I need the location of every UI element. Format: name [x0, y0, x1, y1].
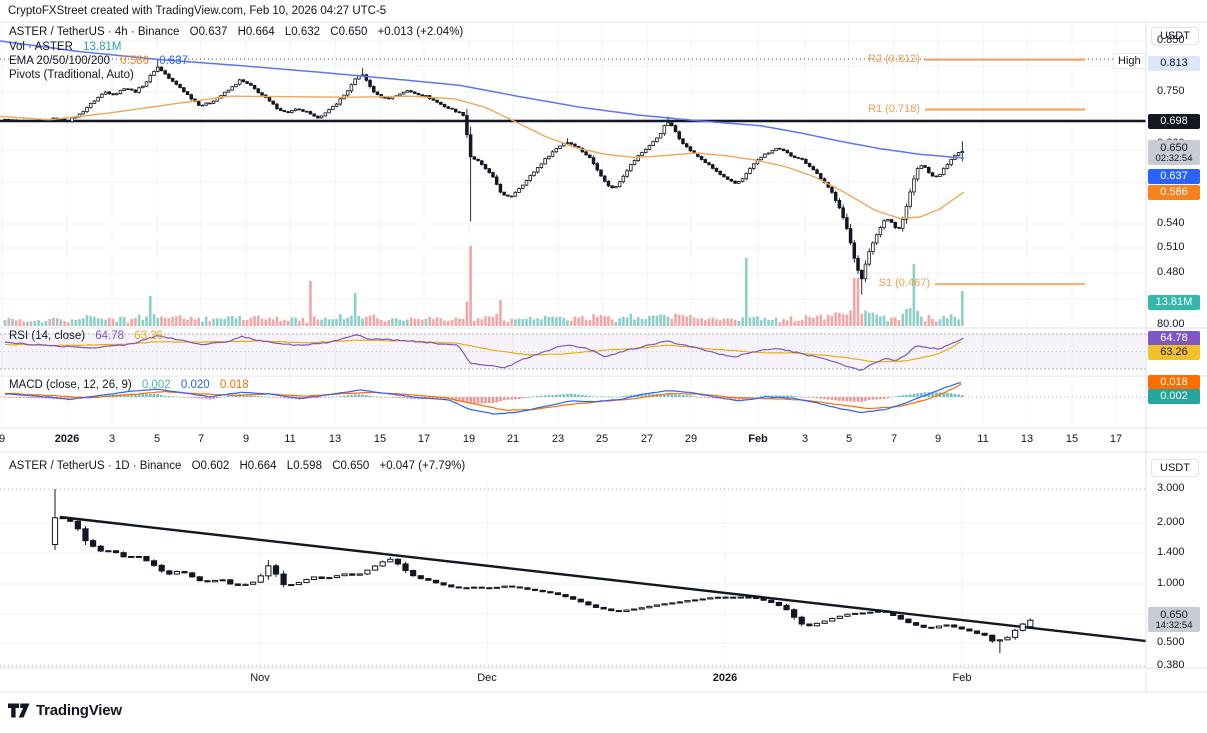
- daily-ohlc-close: C0.650: [332, 460, 370, 472]
- macd-label: MACD (close, 12, 26, 9): [9, 379, 132, 391]
- time-tick: 21: [506, 433, 520, 445]
- price-badge: 0.586: [1148, 184, 1200, 200]
- time-tick: Feb: [952, 672, 972, 684]
- time-tick: 25: [595, 433, 609, 445]
- high-marker-chip: High: [1113, 53, 1146, 69]
- time-tick: 13: [328, 433, 342, 445]
- countdown-timer: 02:32:54: [1155, 152, 1193, 164]
- price-tick: 80.00: [1157, 318, 1185, 330]
- daily-ohlc-open: O0.602: [191, 460, 230, 472]
- pivots-label: Pivots (Traditional, Auto): [9, 69, 134, 81]
- daily-chart-legend-row[interactable]: ASTER / TetherUS · 1D · Binance O0.602 H…: [9, 460, 472, 472]
- pivots-legend-row[interactable]: Pivots (Traditional, Auto): [9, 69, 141, 81]
- time-tick: 2026: [712, 672, 738, 684]
- time-tick: 15: [373, 433, 387, 445]
- price-tick: 3.000: [1157, 482, 1185, 494]
- daily-ohlc-low: L0.598: [286, 460, 322, 472]
- time-tick: 23: [551, 433, 565, 445]
- time-tick: 7: [197, 433, 205, 445]
- volume-legend-row[interactable]: Vol · ASTER 13.81M: [9, 41, 128, 53]
- symbol-title: ASTER / TetherUS · 4h · Binance: [9, 26, 180, 38]
- time-tick: 15: [1065, 433, 1079, 445]
- price-tick: 2.000: [1157, 516, 1185, 528]
- time-tick: Feb: [748, 433, 768, 445]
- time-tick: 3: [801, 433, 809, 445]
- tradingview-logo-icon: [8, 703, 30, 718]
- price-badge: 0.650 02:32:54: [1148, 140, 1200, 165]
- main-chart-legend-row[interactable]: ASTER / TetherUS · 4h · Binance O0.637 H…: [9, 26, 470, 38]
- price-tick: 1.000: [1157, 577, 1185, 589]
- time-tick: 7: [890, 433, 898, 445]
- price-tick: 0.750: [1157, 85, 1185, 97]
- pivot-s1-label: S1 (0.467): [878, 277, 930, 289]
- tradingview-logo[interactable]: TradingView: [8, 702, 122, 719]
- time-tick: 5: [153, 433, 161, 445]
- time-tick: 11: [284, 433, 296, 445]
- time-tick: 3: [108, 433, 116, 445]
- rsi-ma-value: 63.26: [134, 330, 164, 342]
- time-tick: 29: [684, 433, 698, 445]
- macd-legend-row[interactable]: MACD (close, 12, 26, 9) 0.002 0.020 0.01…: [9, 379, 256, 391]
- tradingview-logo-text: TradingView: [36, 702, 122, 719]
- time-tick: 9: [242, 433, 250, 445]
- ema-value-blue: 0.637: [159, 55, 188, 67]
- ema-value-orange: 0.586: [120, 55, 150, 67]
- price-tick: 0.480: [1157, 266, 1185, 278]
- currency-button-main[interactable]: USDT: [1151, 27, 1199, 45]
- currency-button-daily[interactable]: USDT: [1151, 459, 1199, 477]
- price-badge: 63.26: [1148, 344, 1200, 360]
- price-tick: 0.540: [1157, 217, 1185, 229]
- attribution-text: CryptoFXStreet created with TradingView.…: [8, 5, 387, 17]
- volume-value: 13.81M: [83, 41, 122, 53]
- price-badge: 0.002: [1148, 388, 1200, 404]
- ohlc-close: C0.650: [330, 26, 368, 38]
- daily-ohlc-high: H0.664: [239, 460, 277, 472]
- price-tick: 1.400: [1157, 546, 1185, 558]
- countdown-timer: 14:32:54: [1155, 619, 1193, 631]
- price-badge: 13.81M: [1148, 294, 1200, 310]
- daily-symbol-title: ASTER / TetherUS · 1D · Binance: [9, 460, 182, 472]
- time-tick: Dec: [477, 672, 497, 684]
- macd-hist-value: 0.002: [141, 379, 171, 391]
- time-tick: 11: [977, 433, 989, 445]
- ohlc-open: O0.637: [189, 26, 228, 38]
- volume-label: Vol · ASTER: [9, 41, 73, 53]
- price-tick: 0.850: [1157, 34, 1185, 46]
- rsi-value: 64.78: [95, 330, 125, 342]
- time-tick: 9: [0, 433, 6, 445]
- time-tick: 17: [1109, 433, 1123, 445]
- rsi-legend-row[interactable]: RSI (14, close) 64.78 63.26: [9, 330, 170, 342]
- daily-ohlc-change: +0.047 (+7.79%): [379, 460, 466, 472]
- rsi-label: RSI (14, close): [9, 330, 86, 342]
- price-badge: 64.78: [1148, 330, 1200, 346]
- ema-label: EMA 20/50/100/200: [9, 55, 111, 67]
- pivot-r2-label: R2 (0.812): [868, 53, 920, 65]
- price-badge: 0.018: [1148, 374, 1200, 390]
- time-tick: 2026: [54, 433, 80, 445]
- pivot-r1-label: R1 (0.718): [868, 103, 920, 115]
- time-tick: 9: [934, 433, 942, 445]
- ohlc-change: +0.013 (+2.04%): [377, 26, 464, 38]
- time-tick: 19: [462, 433, 476, 445]
- time-tick: Nov: [250, 672, 270, 684]
- price-badge: 0.698: [1148, 113, 1200, 129]
- price-tick: 0.510: [1157, 241, 1185, 253]
- price-tick: 0.380: [1157, 659, 1185, 671]
- time-tick: 27: [640, 433, 654, 445]
- macd-line-value: 0.020: [180, 379, 210, 391]
- price-badge: 0.637: [1148, 168, 1200, 184]
- time-tick: 17: [417, 433, 431, 445]
- price-badge: 0.813: [1148, 55, 1200, 71]
- time-tick: 13: [1020, 433, 1034, 445]
- macd-signal-value: 0.018: [219, 379, 249, 391]
- price-badge: 0.650 14:32:54: [1148, 607, 1200, 632]
- ema-legend-row[interactable]: EMA 20/50/100/200 0.586 0.637: [9, 55, 195, 67]
- ohlc-low: L0.632: [284, 26, 321, 38]
- time-tick: 5: [845, 433, 853, 445]
- price-tick: 0.500: [1157, 636, 1185, 648]
- ohlc-high: H0.664: [237, 26, 275, 38]
